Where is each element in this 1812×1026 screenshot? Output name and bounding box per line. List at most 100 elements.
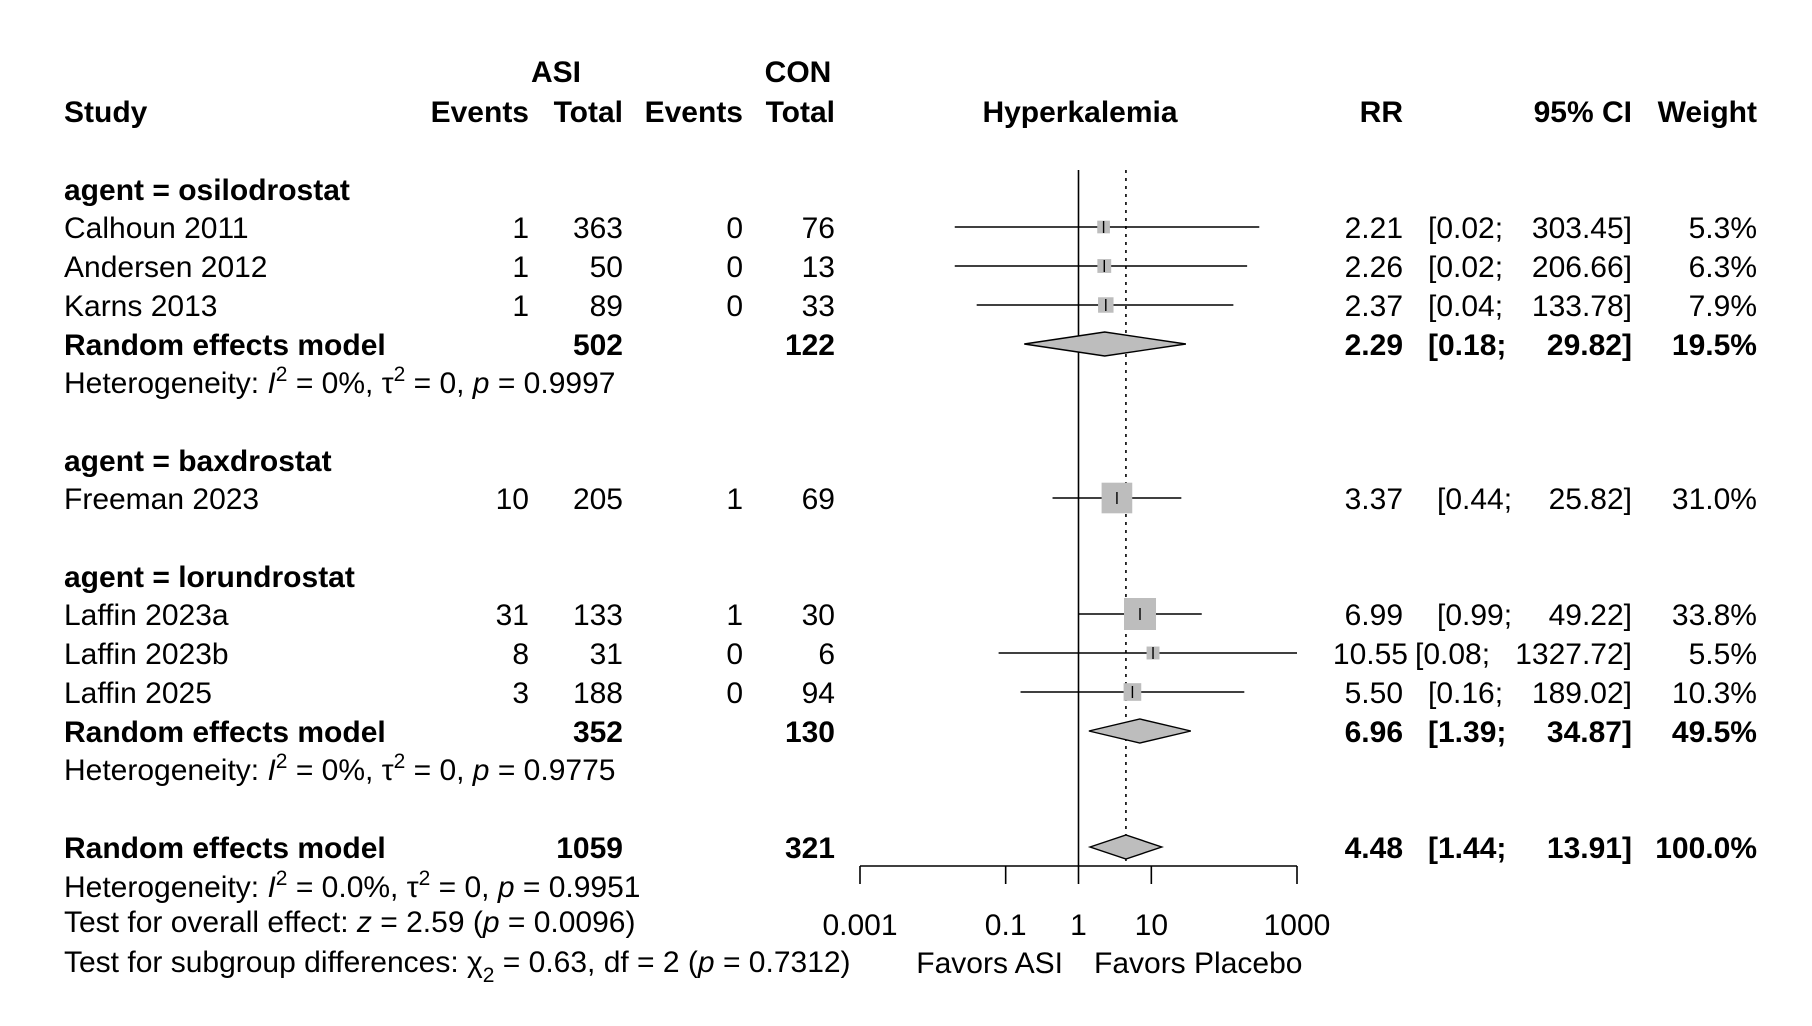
asi-events: 1 [512, 212, 529, 245]
con-total: 76 [802, 212, 835, 245]
ci-lower: [0.02; [1428, 212, 1503, 245]
con-total: 6 [818, 638, 835, 671]
x-axis-labels: 0.001 0.1 1 10 1000 Favors ASI Favors Pl… [822, 909, 1330, 980]
study-column-header: Study [64, 96, 148, 129]
ci-upper: 206.66] [1532, 251, 1632, 284]
summary-diamond-osilodrostat [1024, 331, 1186, 357]
weight-value: 5.5% [1689, 638, 1757, 671]
rr-value: 3.37 [1345, 483, 1403, 516]
summary-diamond-overall [1087, 834, 1164, 860]
table-row: Calhoun 2011 1 363 0 76 2.21 [0.02; 303.… [64, 212, 1757, 245]
con-total: 321 [785, 832, 835, 865]
study-name: Laffin 2023a [64, 599, 229, 632]
con-total: 94 [802, 677, 835, 710]
forest-plot-area [859, 170, 1298, 884]
summary-diamond-lorundrostat [1088, 718, 1192, 744]
subgroup-label-osilodrostat: agent = osilodrostat [64, 174, 350, 207]
study-name: Andersen 2012 [64, 251, 268, 284]
asi-events: 31 [496, 599, 529, 632]
ci-upper: 25.82] [1549, 483, 1632, 516]
ci-lower: [1.44; [1428, 832, 1506, 865]
study-name: Calhoun 2011 [64, 212, 249, 245]
ci-upper: 1327.72] [1515, 638, 1632, 671]
study-name: Laffin 2023b [64, 638, 229, 671]
weight-value: 49.5% [1672, 716, 1757, 749]
ci-upper: 49.22] [1549, 599, 1632, 632]
ci-lower: [0.08; [1415, 638, 1490, 671]
rr-value: 2.26 [1345, 251, 1403, 284]
ci-upper: 133.78] [1532, 290, 1632, 323]
x-tick-label: 1 [1070, 909, 1087, 942]
ci-header: 95% CI [1534, 96, 1632, 129]
rr-value: 5.50 [1345, 677, 1403, 710]
rr-value: 2.29 [1345, 329, 1403, 362]
ci-lower: [0.44; [1437, 483, 1512, 516]
con-total: 13 [802, 251, 835, 284]
ci-upper: 13.91] [1547, 832, 1632, 865]
con-events: 0 [726, 251, 743, 284]
ci-lower: [0.02; [1428, 251, 1503, 284]
x-tick-label: 0.1 [985, 909, 1027, 942]
rr-value: 6.96 [1345, 716, 1403, 749]
con-total: 33 [802, 290, 835, 323]
ci-lower: [1.39; [1428, 716, 1506, 749]
weight-value: 19.5% [1672, 329, 1757, 362]
asi-total: 188 [573, 677, 623, 710]
rr-value: 6.99 [1345, 599, 1403, 632]
study-name: Freeman 2023 [64, 483, 259, 516]
study-name: Laffin 2025 [64, 677, 212, 710]
asi-total: 502 [573, 329, 623, 362]
subgroup-model-row: Random effects model 502 122 2.29 [0.18;… [64, 329, 1757, 362]
weight-value: 6.3% [1689, 251, 1757, 284]
con-group-header: CON [765, 56, 832, 89]
weight-value: 33.8% [1672, 599, 1757, 632]
asi-total: 1059 [556, 832, 623, 865]
ci-upper: 189.02] [1532, 677, 1632, 710]
asi-events-header: Events [431, 96, 529, 129]
overall-effect-test: Test for overall effect: z = 2.59 (p = 0… [64, 906, 635, 939]
favors-asi-label: Favors ASI [916, 947, 1063, 980]
rr-header: RR [1360, 96, 1404, 129]
con-events-header: Events [645, 96, 743, 129]
subgroup-label-baxdrostat: agent = baxdrostat [64, 445, 332, 478]
rr-value: 2.21 [1345, 212, 1403, 245]
subgroup-model-row: Random effects model 352 130 6.96 [1.39;… [64, 716, 1757, 749]
asi-total: 363 [573, 212, 623, 245]
model-label: Random effects model [64, 329, 386, 362]
con-total: 30 [802, 599, 835, 632]
asi-events: 10 [496, 483, 529, 516]
asi-total: 50 [590, 251, 623, 284]
subgroup-label-lorundrostat: agent = lorundrostat [64, 561, 355, 594]
table-row: Andersen 2012 1 50 0 13 2.26 [0.02; 206.… [64, 251, 1757, 284]
asi-events: 1 [512, 290, 529, 323]
con-total: 69 [802, 483, 835, 516]
outcome-header: Hyperkalemia [982, 96, 1177, 129]
ci-upper: 34.87] [1547, 716, 1632, 749]
asi-group-header: ASI [531, 56, 581, 89]
study-name: Karns 2013 [64, 290, 217, 323]
con-events: 0 [726, 212, 743, 245]
weight-value: 31.0% [1672, 483, 1757, 516]
weight-value: 7.9% [1689, 290, 1757, 323]
subgroup-differences-test: Test for subgroup differences: χ2 = 0.63… [64, 946, 851, 987]
ci-lower: [0.18; [1428, 329, 1506, 362]
model-label: Random effects model [64, 716, 386, 749]
rr-value: 2.37 [1345, 290, 1403, 323]
asi-events: 8 [512, 638, 529, 671]
con-events: 1 [726, 599, 743, 632]
table-row: Freeman 2023 10 205 1 69 3.37 [0.44; 25.… [64, 483, 1757, 516]
heterogeneity-text: Heterogeneity: I2 = 0.0%, τ2 = 0, p = 0.… [64, 867, 640, 904]
rr-value: 10.55 [1333, 638, 1408, 671]
table-row: Karns 2013 1 89 0 33 2.37 [0.04; 133.78]… [64, 290, 1757, 323]
heterogeneity-text: Heterogeneity: I2 = 0%, τ2 = 0, p = 0.99… [64, 363, 615, 400]
ci-lower: [0.99; [1437, 599, 1512, 632]
table-row: Laffin 2025 3 188 0 94 5.50 [0.16; 189.0… [64, 677, 1757, 710]
ci-lower: [0.04; [1428, 290, 1503, 323]
con-events: 0 [726, 638, 743, 671]
weight-value: 5.3% [1689, 212, 1757, 245]
asi-events: 3 [512, 677, 529, 710]
asi-total: 133 [573, 599, 623, 632]
x-tick-label: 10 [1135, 909, 1168, 942]
con-total-header: Total [766, 96, 835, 129]
